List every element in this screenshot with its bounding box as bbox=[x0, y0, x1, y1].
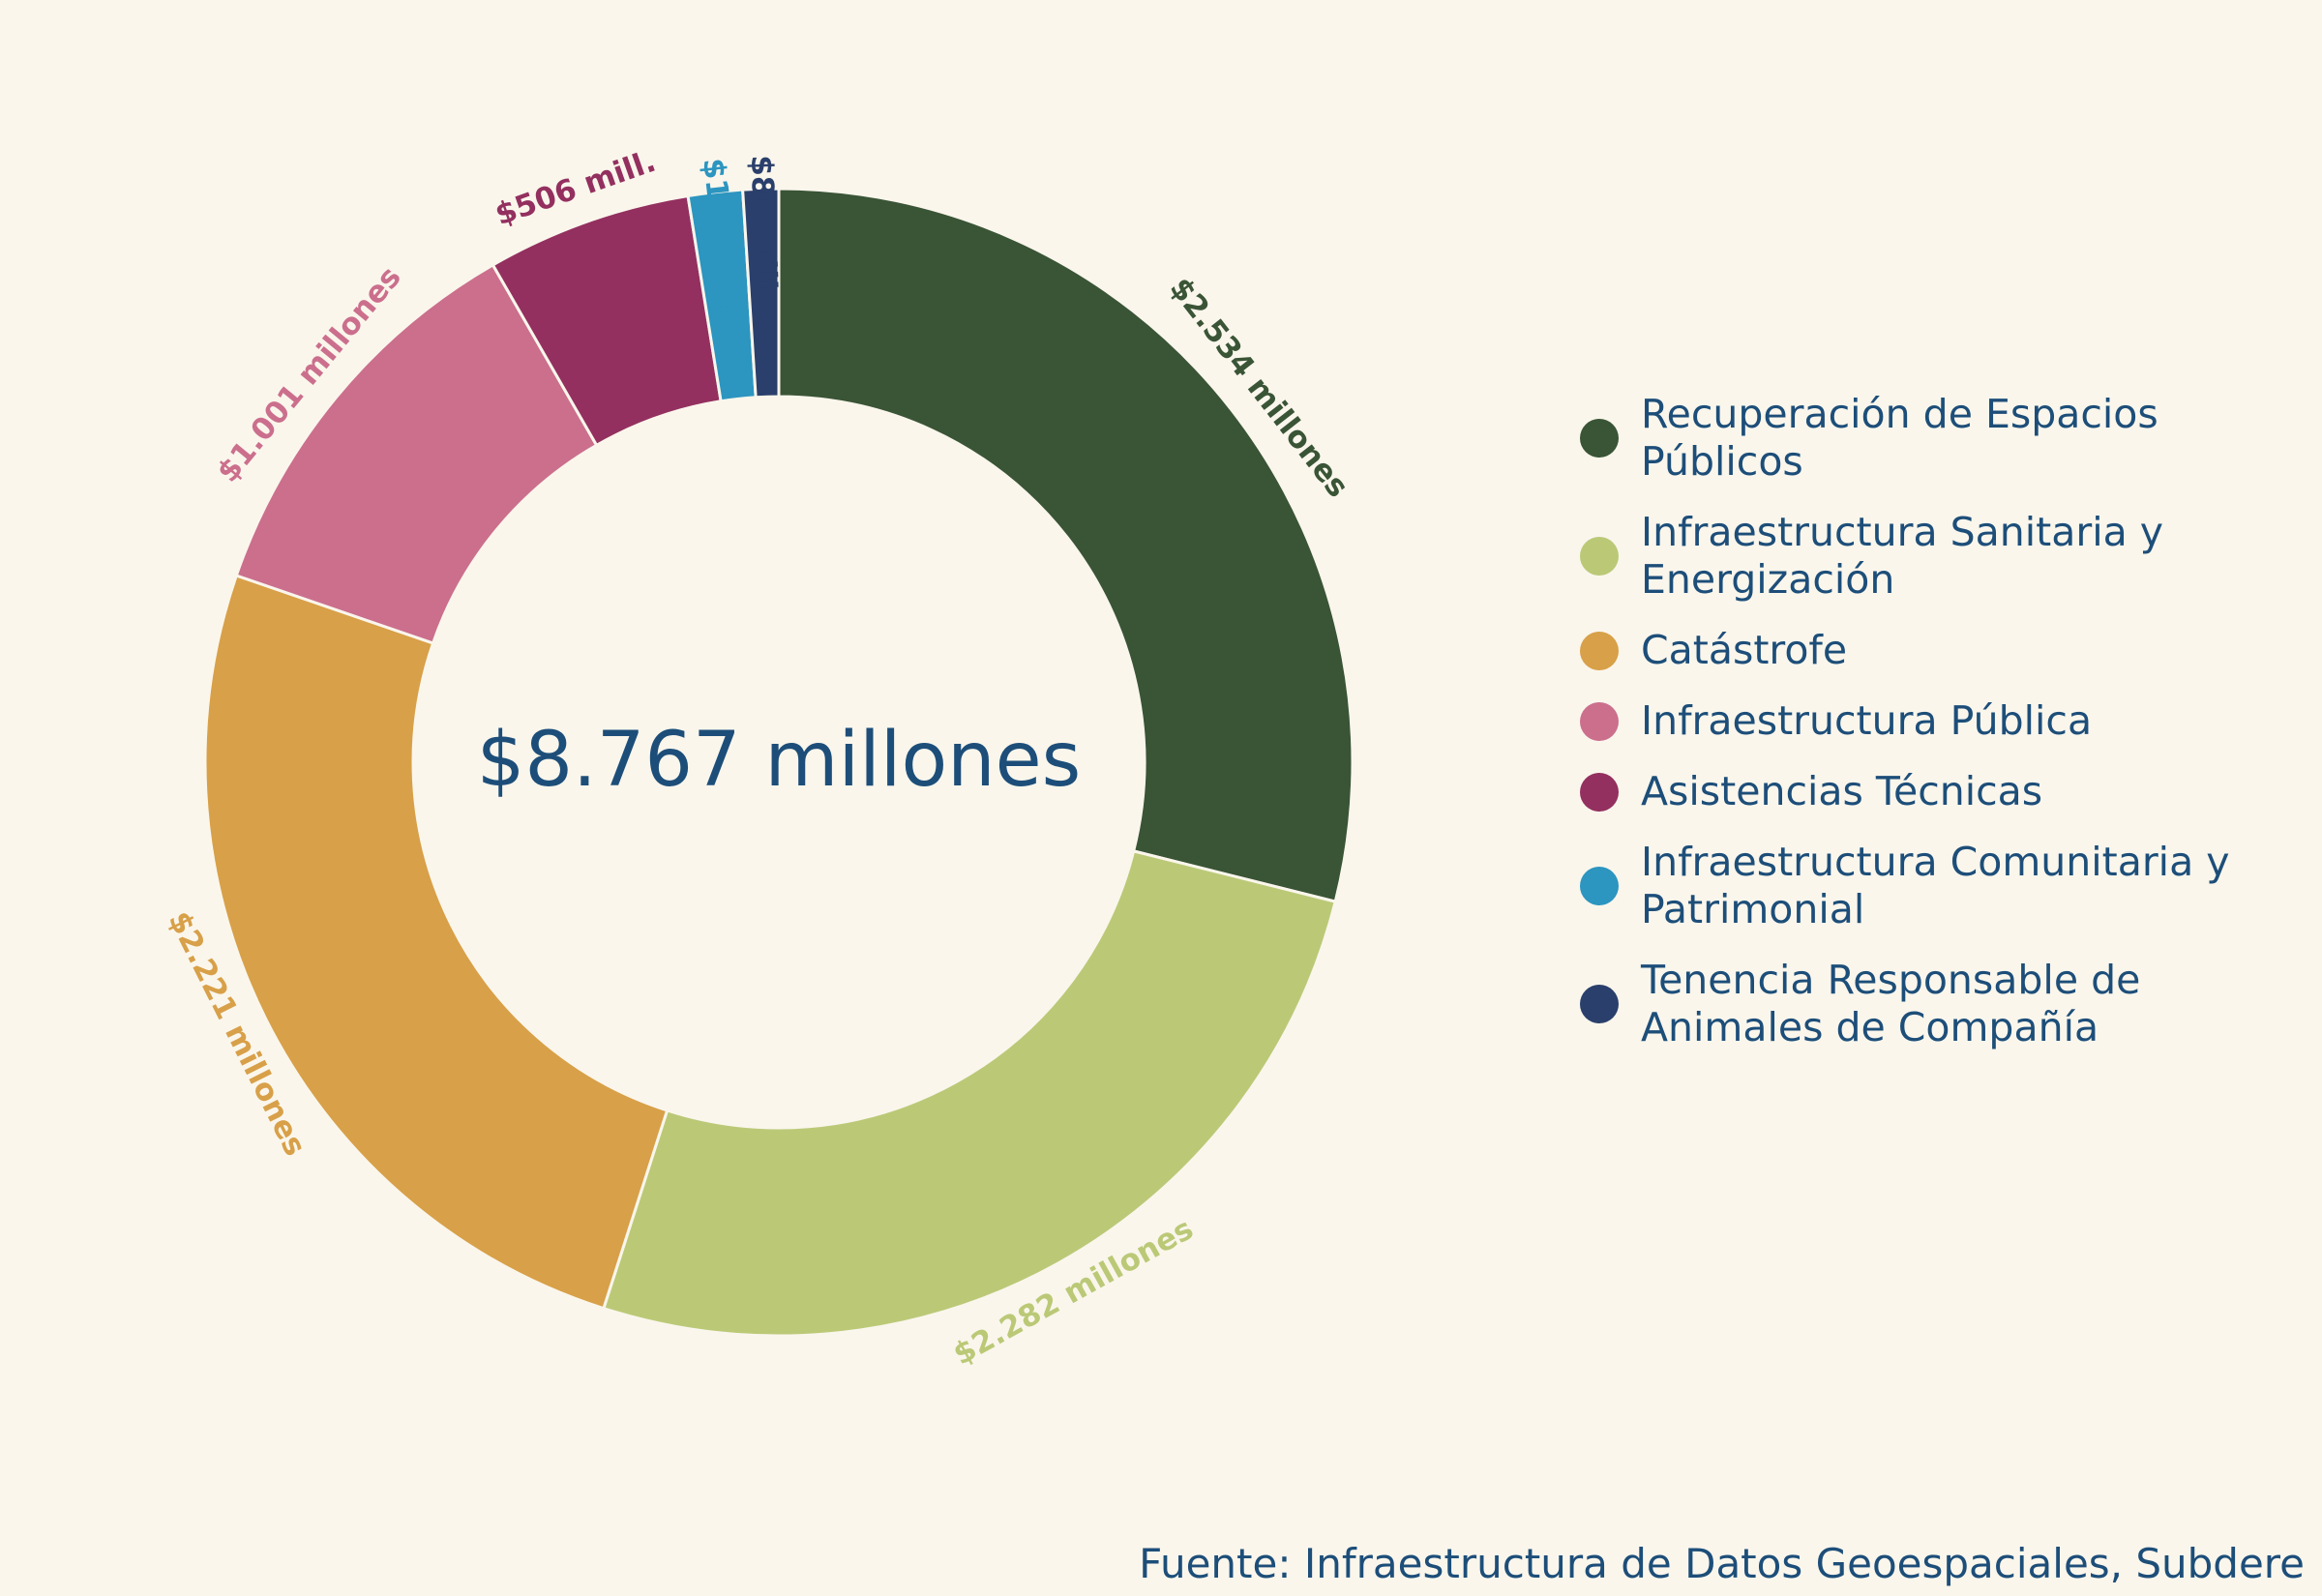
legend-swatch bbox=[1580, 701, 1619, 741]
legend-label: Asistencias Técnicas bbox=[1641, 768, 2043, 814]
legend-item-recuperacion-de-espacios-publicos: Recuperación de Espacios Públicos bbox=[1575, 391, 2291, 486]
legend-item-infraestructura-publica: Infraestructura Pública bbox=[1575, 697, 2291, 745]
legend-label: Energización bbox=[1641, 556, 1895, 603]
legend-swatch bbox=[1580, 985, 1619, 1023]
source-note: Fuente: Infraestructura de Datos Geoespa… bbox=[1139, 1540, 2305, 1587]
slice-label-tenencia-responsable-de-animales-de-compania: $88 mill. bbox=[744, 155, 784, 303]
legend-label: Infraestructura Sanitaria y bbox=[1641, 509, 2164, 555]
legend-label: Catástrofe bbox=[1641, 627, 1848, 673]
legend-swatch bbox=[1580, 631, 1619, 670]
legend-swatch bbox=[1580, 537, 1619, 576]
legend-item-asistencias-tecnicas: Asistencias Técnicas bbox=[1575, 768, 2291, 815]
legend-label: Infraestructura Comunitaria y bbox=[1641, 839, 2230, 885]
legend-label: Patrimonial bbox=[1641, 886, 1865, 932]
legend-swatch bbox=[1580, 419, 1619, 458]
legend-swatch bbox=[1580, 772, 1619, 812]
donut-slices bbox=[203, 187, 1354, 1338]
slice-recuperacion-de-espacios-publicos bbox=[777, 187, 1354, 903]
legend-label: Públicos bbox=[1641, 438, 1803, 485]
center-total-label: $8.767 millones bbox=[477, 717, 1082, 804]
legend-item-catastrofe: Catástrofe bbox=[1575, 627, 2291, 674]
legend-item-tenencia-responsable-de-animales-de-compania: Tenencia Responsable de Animales de Compa… bbox=[1575, 957, 2291, 1051]
slice-infraestructura-sanitaria-y-energizacion bbox=[602, 849, 1338, 1338]
legend-label: Infraestructura Pública bbox=[1641, 697, 2093, 744]
legend-item-infraestructura-comunitaria-y-patrimonial: Infraestructura Comunitaria y Patrimonial bbox=[1575, 839, 2291, 933]
legend-label: Recuperación de Espacios bbox=[1641, 391, 2158, 437]
slice-catastrofe bbox=[203, 574, 670, 1311]
legend-swatch bbox=[1580, 867, 1619, 905]
chart-legend: Recuperación de Espacios Públicos Infraest… bbox=[1575, 391, 2291, 1075]
legend-label: Tenencia Responsable de bbox=[1641, 957, 2141, 1003]
legend-item-infraestructura-sanitaria-y-energizacion: Infraestructura Sanitaria y Energización bbox=[1575, 509, 2291, 604]
slice-tenencia-responsable-de-animales-de-compania bbox=[741, 187, 781, 399]
legend-label: Animales de Compañía bbox=[1641, 1004, 2099, 1050]
